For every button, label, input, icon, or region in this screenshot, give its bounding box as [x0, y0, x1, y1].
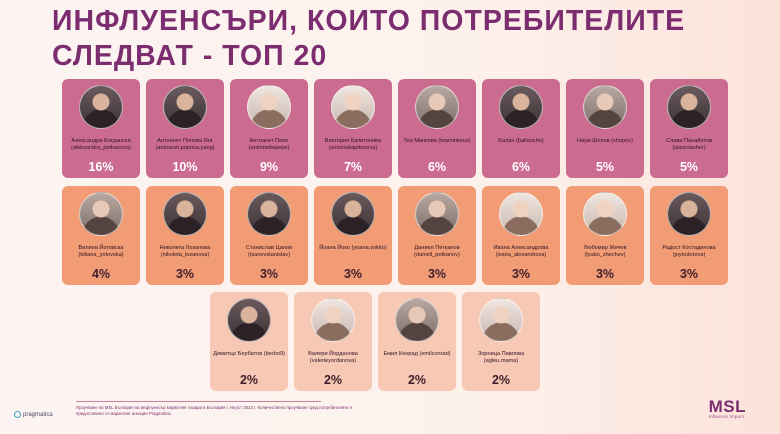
- influencer-name: Антоанет Попова Янг (antoanet.popova.yan…: [155, 138, 215, 151]
- influencer-percent: 2%: [491, 373, 511, 387]
- msl-tagline: Influence Impact.: [708, 415, 746, 420]
- influencer-name: Александра Богданска (aleksandra_petkano…: [70, 138, 131, 151]
- influencer-name: Наум Шопов (shopov): [577, 138, 633, 144]
- influencer-percent: 5%: [595, 160, 615, 174]
- influencer-percent: 2%: [407, 373, 427, 387]
- influencer-percent: 2%: [239, 373, 259, 387]
- influencer-card: Антоанет Пепе (antoinettepepe) 9%: [230, 79, 308, 178]
- influencer-card: Антоанет Попова Янг (antoanet.popova.yan…: [146, 79, 224, 178]
- influencer-name: Ивана Александрова (ivana_alexandrova): [493, 245, 549, 258]
- avatar: [499, 192, 543, 236]
- footer-divider: [76, 401, 321, 402]
- influencer-percent: 3%: [595, 267, 615, 281]
- influencer-card: Емил Конрад (emilconrad) 2%: [378, 292, 456, 391]
- avatar: [395, 298, 439, 342]
- influencer-name: Зорница Павлова (agleu.mama): [477, 351, 525, 364]
- influencer-row-middle: Виляна Йотовска (biliana_yotovska) 4% Ник…: [62, 186, 728, 285]
- influencer-name: Димитър Бербатов (berbo9): [213, 351, 285, 357]
- influencer-card: Александра Богданска (aleksandra_petkano…: [62, 79, 140, 178]
- influencer-name: Слави Панайотов (slavictasher): [665, 138, 713, 151]
- influencer-card: Николета Лозанова (nikoleta_lozanova) 3%: [146, 186, 224, 285]
- influencer-name: Емил Конрад (emilconrad): [383, 351, 451, 357]
- influencer-percent: 10%: [172, 160, 198, 174]
- influencer-name: Йоана Йоко (yoana.yokko): [319, 245, 387, 251]
- avatar: [331, 192, 375, 236]
- influencer-card: Йоана Йоко (yoana.yokko) 3%: [314, 186, 392, 285]
- avatar: [415, 85, 459, 129]
- influencer-card: Балан (ballancho) 6%: [482, 79, 560, 178]
- influencer-card: Виктория Капитонова (victoriakapitonova)…: [314, 79, 392, 178]
- avatar: [583, 85, 627, 129]
- avatar: [227, 298, 271, 342]
- avatar: [583, 192, 627, 236]
- influencer-name: Николета Лозанова (nikoleta_lozanova): [159, 245, 211, 258]
- influencer-card: Зорница Павлова (agleu.mama) 2%: [462, 292, 540, 391]
- avatar: [79, 85, 123, 129]
- influencer-card: Валери Йорданова (valerieyordanova) 2%: [294, 292, 372, 391]
- influencer-row-bottom: Димитър Бербатов (berbo9) 2% Валери Йорда…: [210, 292, 540, 391]
- influencer-percent: 3%: [343, 267, 363, 281]
- avatar: [79, 192, 123, 236]
- msl-logo: MSL Influence Impact.: [709, 398, 746, 421]
- influencer-name: Антоанет Пепе (antoinettepepe): [248, 138, 290, 151]
- avatar: [667, 192, 711, 236]
- influencer-percent: 4%: [91, 267, 111, 281]
- avatar: [311, 298, 355, 342]
- influencer-percent: 9%: [259, 160, 279, 174]
- influencer-percent: 3%: [679, 267, 699, 281]
- influencer-name: Любомир Жечев (lyubo_zhechev): [583, 245, 627, 258]
- influencer-percent: 2%: [323, 373, 343, 387]
- avatar: [331, 85, 375, 129]
- pragmatica-logo: pragmatica: [14, 411, 53, 418]
- page-title: ИНФЛУЕНСЪРИ, КОИТО ПОТРЕБИТЕЛИТЕ СЛЕДВАТ…: [52, 5, 686, 72]
- influencer-percent: 6%: [511, 160, 531, 174]
- influencer-card: Станислав Цанов (tsanovstanislav) 3%: [230, 186, 308, 285]
- influencer-percent: 3%: [427, 267, 447, 281]
- avatar: [163, 85, 207, 129]
- msl-wordmark: MSL: [708, 397, 746, 416]
- avatar: [667, 85, 711, 129]
- influencer-name: Станислав Цанов (tsanovstanislav): [245, 245, 293, 258]
- influencer-percent: 16%: [88, 160, 114, 174]
- influencer-card: Теа Минкова (teaminkova) 6%: [398, 79, 476, 178]
- influencer-name: Виктория Капитонова (victoriakapitonova): [324, 138, 382, 151]
- avatar: [163, 192, 207, 236]
- pragmatica-label: pragmatica: [23, 411, 53, 418]
- influencer-name: Виляна Йотовска (biliana_yotovska): [78, 245, 124, 258]
- influencer-card: Димитър Бербатов (berbo9) 2%: [210, 292, 288, 391]
- influencer-name: Даниел Петканов (daniell_petkanov): [414, 245, 460, 258]
- avatar: [499, 85, 543, 129]
- influencer-percent: 3%: [259, 267, 279, 281]
- influencer-card: Радост Костадинова (joytodorova) 3%: [650, 186, 728, 285]
- influencer-name: Балан (ballancho): [498, 138, 544, 144]
- influencer-percent: 5%: [679, 160, 699, 174]
- pragmatica-icon: [14, 411, 21, 418]
- influencer-percent: 3%: [511, 267, 531, 281]
- influencer-card: Ивана Александрова (ivana_alexandrova) 3%: [482, 186, 560, 285]
- influencer-card: Даниел Петканов (daniell_petkanov) 3%: [398, 186, 476, 285]
- influencer-card: Наум Шопов (shopov) 5%: [566, 79, 644, 178]
- avatar: [415, 192, 459, 236]
- influencer-percent: 3%: [175, 267, 195, 281]
- avatar: [479, 298, 523, 342]
- influencer-percent: 6%: [427, 160, 447, 174]
- influencer-name: Теа Минкова (teaminkova): [403, 138, 471, 144]
- avatar: [247, 192, 291, 236]
- footnote: Проучване на MSL България на инфлуенсър …: [76, 405, 353, 416]
- influencer-name: Валери Йорданова (valerieyordanova): [308, 351, 358, 364]
- influencer-name: Радост Костадинова (joytodorova): [662, 245, 716, 258]
- influencer-card: Любомир Жечев (lyubo_zhechev) 3%: [566, 186, 644, 285]
- avatar: [247, 85, 291, 129]
- influencer-card: Слави Панайотов (slavictasher) 5%: [650, 79, 728, 178]
- influencer-percent: 7%: [343, 160, 363, 174]
- influencer-row-top: Александра Богданска (aleksandra_petkano…: [62, 79, 728, 178]
- influencer-card: Виляна Йотовска (biliana_yotovska) 4%: [62, 186, 140, 285]
